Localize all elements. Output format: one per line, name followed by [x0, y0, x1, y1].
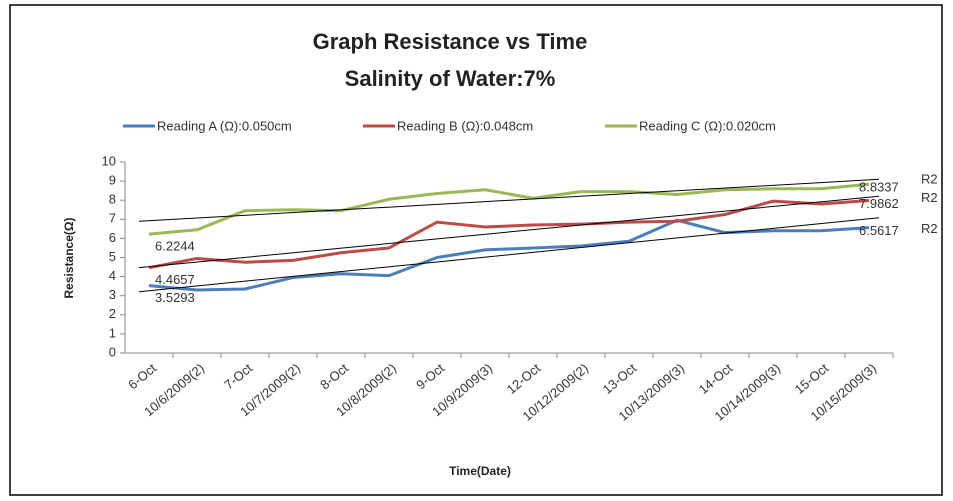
y-tick-label: 6	[109, 230, 116, 245]
series-line	[148, 218, 870, 292]
annotation: R2	[921, 172, 938, 187]
annotation: R2	[921, 190, 938, 205]
legend-label: Reading A (Ω):0.050cm	[157, 118, 292, 133]
data-label: 6.5617	[859, 223, 899, 238]
annotation: R2	[921, 221, 938, 236]
y-axis-title: Resistance(Ω)	[62, 218, 76, 299]
data-label: 4.4657	[155, 272, 195, 287]
trendline	[138, 178, 880, 222]
y-tick-label: 2	[109, 306, 116, 321]
chart-title: Graph Resistance vs Time	[313, 29, 588, 54]
y-tick-label: 5	[109, 249, 116, 264]
y-tick-label: 10	[102, 153, 116, 168]
chart-subtitle: Salinity of Water:7%	[345, 66, 556, 91]
y-tick-label: 9	[109, 173, 116, 188]
y-tick-label: 7	[109, 211, 116, 226]
series-line	[148, 198, 870, 270]
trendline	[138, 195, 880, 269]
trendline	[138, 217, 880, 293]
data-label: 7.9862	[859, 196, 899, 211]
legend-label: Reading C (Ω):0.020cm	[639, 118, 776, 133]
y-tick-label: 8	[109, 192, 116, 207]
data-label: 3.5293	[155, 290, 195, 305]
data-label: 8.8337	[859, 180, 899, 195]
y-tick-label: 0	[109, 344, 116, 359]
legend-label: Reading B (Ω):0.048cm	[397, 118, 533, 133]
data-label: 6.2244	[155, 239, 195, 254]
x-axis-title: Time(Date)	[449, 464, 511, 478]
y-tick-label: 3	[109, 287, 116, 302]
y-tick-label: 4	[109, 268, 116, 283]
y-tick-label: 1	[109, 325, 116, 340]
series-line	[148, 182, 870, 236]
